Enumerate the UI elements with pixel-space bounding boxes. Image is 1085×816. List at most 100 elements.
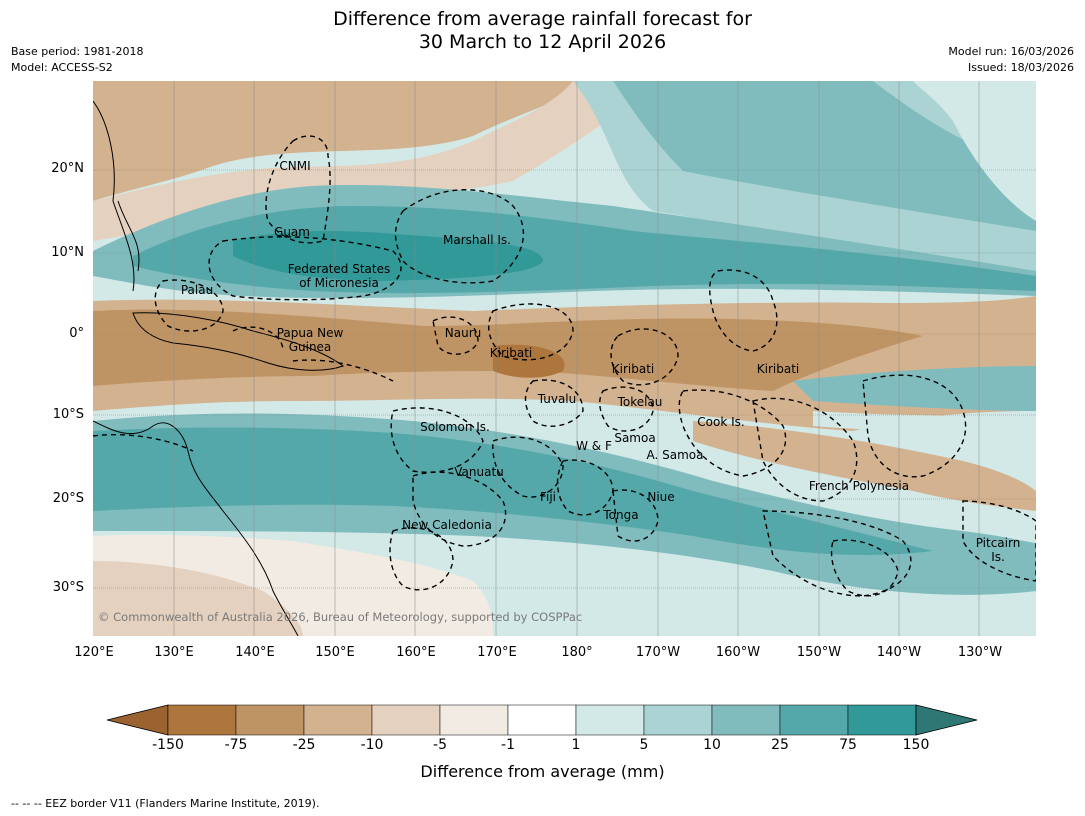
lat-label-10s: 10°S — [52, 407, 84, 422]
region-label-kiribati-west: Kiribati — [489, 346, 533, 360]
issued-text: Issued: 18/03/2026 — [967, 61, 1074, 74]
region-label-fsm-line-2: of Micronesia — [299, 276, 379, 290]
region-label-guam: Guam — [274, 225, 310, 239]
lat-label-10n: 10°N — [51, 245, 84, 260]
lon-label-130e: 130°E — [154, 645, 194, 660]
region-label-wallis-futuna: W & F — [576, 439, 612, 453]
model-run-text: Model run: 16/03/2026 — [948, 45, 1074, 58]
eez-borders — [93, 135, 1036, 597]
north-dry-patch — [93, 81, 353, 161]
region-label-niue: Niue — [647, 490, 675, 504]
colorbar-swatch-minus-150-to-minus-75 — [167, 704, 237, 736]
colorbar-swatch-minus-75-to-minus-25 — [235, 704, 305, 736]
lon-label-160w: 160°W — [715, 645, 761, 660]
model-text: Model: ACCESS-S2 — [11, 61, 113, 74]
region-label-palau: Palau — [180, 283, 214, 297]
region-label-png-line-2: Guinea — [288, 340, 332, 354]
region-label-solomon-islands: Solomon Is. — [420, 420, 490, 434]
southern-wet-band-core — [93, 427, 933, 556]
colorbar-tick-minus-25: -25 — [292, 737, 316, 753]
colorbar-swatch-75-to-150 — [847, 704, 917, 736]
australia-outline — [93, 420, 299, 636]
map-meridians — [173, 81, 980, 636]
meta-right: Model run: 16/03/2026 Issued: 18/03/2026 — [948, 44, 1074, 76]
colorbar-swatch-above-150 — [915, 704, 978, 736]
region-label-tokelau: Tokelau — [617, 395, 663, 409]
map-title-line-1: Difference from average rainfall forecas… — [333, 8, 752, 30]
lon-label-140w: 140°W — [876, 645, 922, 660]
northeast-wet-core — [613, 81, 1036, 231]
meta-left: Base period: 1981-2018 Model: ACCESS-S2 — [11, 44, 143, 76]
lon-label-150w: 150°W — [796, 645, 842, 660]
colorbar-graphic — [106, 704, 978, 736]
lat-label-20n: 20°N — [51, 161, 84, 176]
region-label-marshall-islands: Marshall Is. — [443, 233, 511, 247]
colorbar-swatch-minus-10-to-minus-5 — [371, 704, 441, 736]
colorbar-label: Difference from average (mm) — [420, 762, 665, 781]
colorbar-swatch-below-minus-150 — [106, 704, 169, 736]
map-title-line-2: 30 March to 12 April 2026 — [418, 31, 667, 53]
region-label-pitcairn-line-1: Pitcairn — [975, 536, 1021, 550]
colorbar-swatch-10-to-25 — [711, 704, 781, 736]
region-label-kiribati-east: Kiribati — [756, 362, 800, 376]
colorbar-tick-25: 25 — [771, 737, 789, 753]
colorbar-tick-minus-5: -5 — [433, 737, 447, 753]
northern-wet-band-max — [233, 231, 543, 281]
colorbar-tick-150: 150 — [902, 737, 930, 753]
region-label-cook-islands: Cook Is. — [697, 415, 745, 429]
region-label-fiji: Fiji — [539, 490, 557, 504]
lon-label-180: 180° — [561, 645, 593, 660]
region-label-vanuatu: Vanuatu — [454, 465, 504, 479]
lat-label-30s: 30°S — [52, 580, 84, 595]
colorbar-swatch-minus-5-to-minus-1 — [439, 704, 509, 736]
map-title: Difference from average rainfall forecas… — [0, 8, 1085, 54]
southeast-dry-zone — [693, 421, 1036, 511]
colorbar-swatch-minus-25-to-minus-10 — [303, 704, 373, 736]
copyright-notice: © Commonwealth of Australia 2026, Bureau… — [98, 610, 583, 624]
colorbar — [105, 703, 980, 737]
lon-label-170w: 170°W — [635, 645, 681, 660]
region-label-tonga: Tonga — [603, 508, 639, 522]
equatorial-dry-max — [493, 344, 565, 378]
region-label-png-line-1: Papua New — [276, 326, 344, 340]
asia-coastline — [93, 100, 140, 292]
colorbar-swatch-25-to-75 — [779, 704, 849, 736]
region-label-american-samoa: A. Samoa — [646, 448, 704, 462]
colorbar-tick-1: 1 — [571, 737, 581, 753]
northeast-light-zone — [913, 81, 1036, 221]
lon-label-130w: 130°W — [957, 645, 1003, 660]
lon-label-120e: 120°E — [74, 645, 114, 660]
colorbar-tick-minus-10: -10 — [360, 737, 384, 753]
colorbar-tick-minus-1: -1 — [501, 737, 515, 753]
colorbar-swatch-minus-1-to-1 — [507, 704, 577, 736]
rainfall-map — [93, 81, 1036, 636]
lat-label-equator: 0° — [69, 326, 84, 341]
east-wet-patch — [793, 366, 1036, 411]
region-label-french-polynesia: French Polynesia — [808, 479, 910, 493]
new-guinea-outline — [132, 312, 345, 371]
lon-label-160e: 160°E — [396, 645, 436, 660]
colorbar-tick-minus-75: -75 — [224, 737, 248, 753]
southwest-dry-zone — [93, 561, 303, 636]
lat-label-20s: 20°S — [52, 491, 84, 506]
region-label-samoa: Samoa — [614, 431, 656, 445]
base-period-text: Base period: 1981-2018 — [11, 45, 144, 58]
rainfall-map-canvas — [93, 81, 1036, 636]
colorbar-tick-75: 75 — [839, 737, 857, 753]
region-label-new-caledonia: New Caledonia — [402, 518, 492, 532]
colorbar-tick-10: 10 — [703, 737, 721, 753]
colorbar-tick-minus-150: -150 — [152, 737, 184, 753]
region-label-tuvalu: Tuvalu — [537, 392, 577, 406]
lon-label-140e: 140°E — [235, 645, 275, 660]
region-label-nauru: Nauru — [444, 326, 482, 340]
colorbar-tick-5: 5 — [639, 737, 649, 753]
colorbar-swatch-1-to-5 — [575, 704, 645, 736]
eez-border-note: -- -- -- EEZ border V11 (Flanders Marine… — [11, 797, 320, 810]
lon-label-170e: 170°E — [477, 645, 517, 660]
east-light-patch — [813, 411, 1036, 432]
region-label-kiribati-central: Kiribati — [611, 362, 655, 376]
region-label-cnmi: CNMI — [279, 159, 311, 173]
region-label-fsm-line-1: Federated States — [287, 262, 391, 276]
region-label-pitcairn-line-2: Is. — [991, 550, 1005, 564]
lon-label-150e: 150°E — [315, 645, 355, 660]
